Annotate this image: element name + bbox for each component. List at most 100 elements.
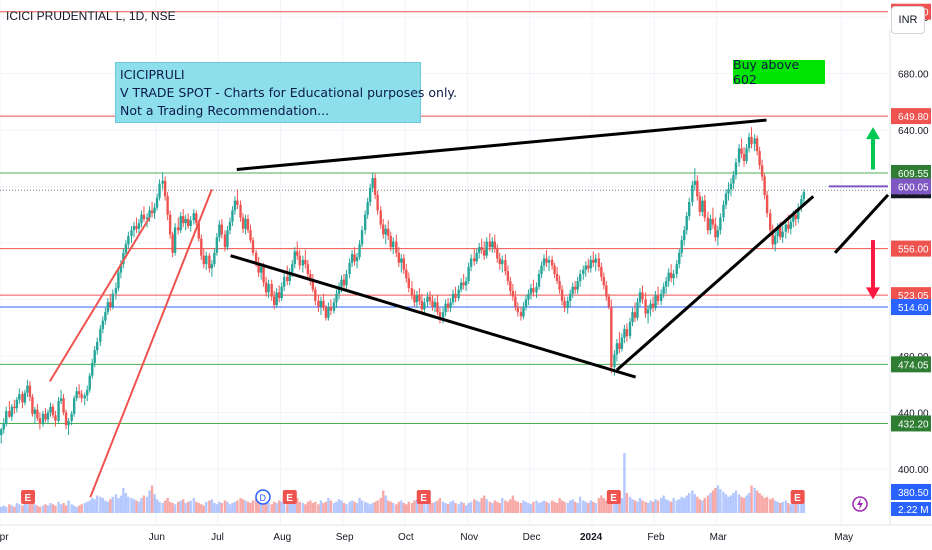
candle-body (148, 210, 151, 218)
candle-body (150, 210, 154, 214)
candle-body (135, 225, 138, 229)
volume-bar (524, 501, 528, 513)
volume-bar (31, 503, 34, 513)
volume-bar (755, 490, 759, 513)
volume-bar (610, 499, 613, 513)
earnings-marker-icon (790, 490, 805, 504)
volume-bar (685, 495, 688, 513)
volume-bar (153, 494, 156, 513)
candle-body (186, 218, 190, 226)
candle-body (368, 187, 372, 202)
candle-body (319, 300, 323, 307)
volume-bar (537, 503, 541, 513)
volume-bar (688, 493, 691, 513)
candle-body (778, 227, 782, 238)
candle-body (410, 288, 414, 296)
volume-bar (158, 501, 161, 513)
candle-body (576, 281, 579, 290)
candle-body (298, 255, 301, 266)
volume-bar (703, 498, 706, 513)
candle-body (407, 278, 410, 289)
candle-body (633, 312, 637, 318)
candle-body (215, 237, 219, 253)
candle-body (727, 189, 730, 194)
candle-body (249, 230, 252, 241)
volume-bar (781, 501, 784, 513)
candle-body (734, 162, 738, 176)
y-tick-label: 400.00 (898, 465, 929, 476)
volume-bar (441, 501, 445, 513)
candle-body (654, 295, 657, 308)
candle-body (662, 286, 665, 294)
candle-body (137, 223, 141, 229)
volume-bar (88, 500, 91, 513)
candle-body (119, 264, 123, 273)
volume-bar (41, 505, 45, 513)
candle-body (257, 262, 260, 273)
currency-selector[interactable]: INR (891, 6, 925, 34)
volume-bar (8, 504, 11, 513)
candle-body (737, 148, 741, 163)
candle-body (195, 213, 198, 224)
candle-body (625, 329, 629, 337)
volume-bar (478, 501, 481, 513)
candle-body (384, 228, 387, 235)
volume-bar (101, 498, 105, 513)
candle-body (0, 429, 3, 436)
volume-bar (550, 500, 554, 513)
candle-body (109, 302, 112, 307)
candle-body (441, 312, 445, 320)
candle-body (395, 241, 398, 253)
candle-body (277, 292, 281, 299)
volume-bar (317, 504, 320, 513)
volume-bar (67, 500, 70, 513)
volume-bar (636, 501, 639, 513)
volume-bar (119, 495, 123, 513)
earnings-marker-icon (606, 490, 621, 504)
volume-bar (392, 503, 395, 513)
volume-bar (373, 501, 377, 513)
volume-bar (582, 500, 585, 513)
candle-body (122, 252, 125, 265)
volume-bar (644, 501, 647, 513)
volume-bar (482, 495, 486, 513)
candle-body (722, 204, 725, 218)
y-tick-label: 440.00 (898, 408, 929, 419)
volume-bar (734, 490, 738, 513)
candle-body (291, 264, 294, 273)
volume-bar (763, 498, 766, 513)
candle-body (26, 385, 29, 393)
volume-bar (264, 501, 268, 513)
candle-body (166, 196, 169, 215)
volume-bar (628, 496, 632, 513)
candle-body (680, 240, 683, 253)
volume-bar (384, 495, 387, 513)
candle-body (488, 241, 492, 248)
candle-body (469, 258, 473, 267)
price-label-badge (891, 299, 931, 316)
candle-body (631, 312, 634, 323)
volume-bar (496, 501, 499, 513)
volume-bar (218, 501, 221, 513)
candle-body (597, 258, 601, 267)
candle-body (501, 259, 504, 265)
volume-bar (18, 504, 21, 513)
volume-bar (488, 501, 492, 513)
candle-body (210, 264, 214, 269)
candle-body (324, 307, 328, 318)
volume-bar (696, 496, 699, 513)
candle-body (550, 259, 554, 266)
candle-body (376, 194, 379, 211)
volume-bar (83, 503, 86, 513)
price-label-badge (891, 484, 931, 500)
candle-body (701, 200, 704, 212)
candle-body (794, 214, 797, 219)
volume-bar (656, 500, 660, 513)
x-tick-label: Jun (149, 532, 165, 543)
candle-body (262, 266, 265, 283)
volume-bar (99, 496, 102, 513)
volume-bar (464, 505, 468, 513)
volume-bar (613, 496, 616, 513)
candle-body (516, 306, 520, 313)
